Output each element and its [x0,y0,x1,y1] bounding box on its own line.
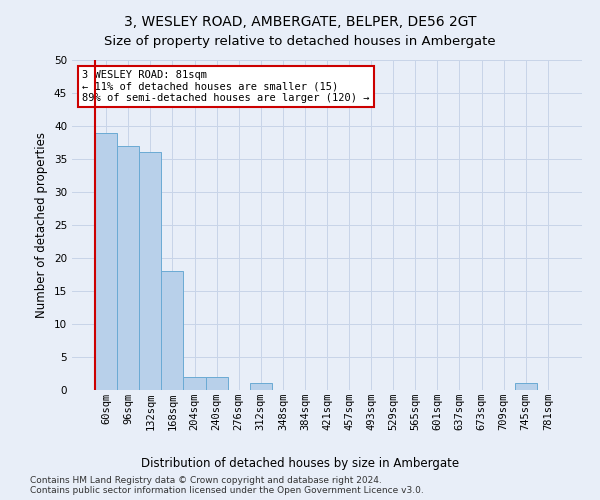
Bar [250,384,272,390]
Y-axis label: Number of detached properties: Number of detached properties [35,132,49,318]
Text: Size of property relative to detached houses in Ambergate: Size of property relative to detached ho… [104,35,496,48]
Bar [161,271,184,390]
Bar [139,152,161,390]
Text: 3 WESLEY ROAD: 81sqm
← 11% of detached houses are smaller (15)
89% of semi-detac: 3 WESLEY ROAD: 81sqm ← 11% of detached h… [82,70,370,103]
Bar [117,146,139,390]
Bar [206,377,227,390]
Bar [515,384,537,390]
Text: Distribution of detached houses by size in Ambergate: Distribution of detached houses by size … [141,458,459,470]
Bar [184,377,206,390]
Bar [95,132,117,390]
Text: 3, WESLEY ROAD, AMBERGATE, BELPER, DE56 2GT: 3, WESLEY ROAD, AMBERGATE, BELPER, DE56 … [124,15,476,29]
Text: Contains HM Land Registry data © Crown copyright and database right 2024.
Contai: Contains HM Land Registry data © Crown c… [30,476,424,495]
